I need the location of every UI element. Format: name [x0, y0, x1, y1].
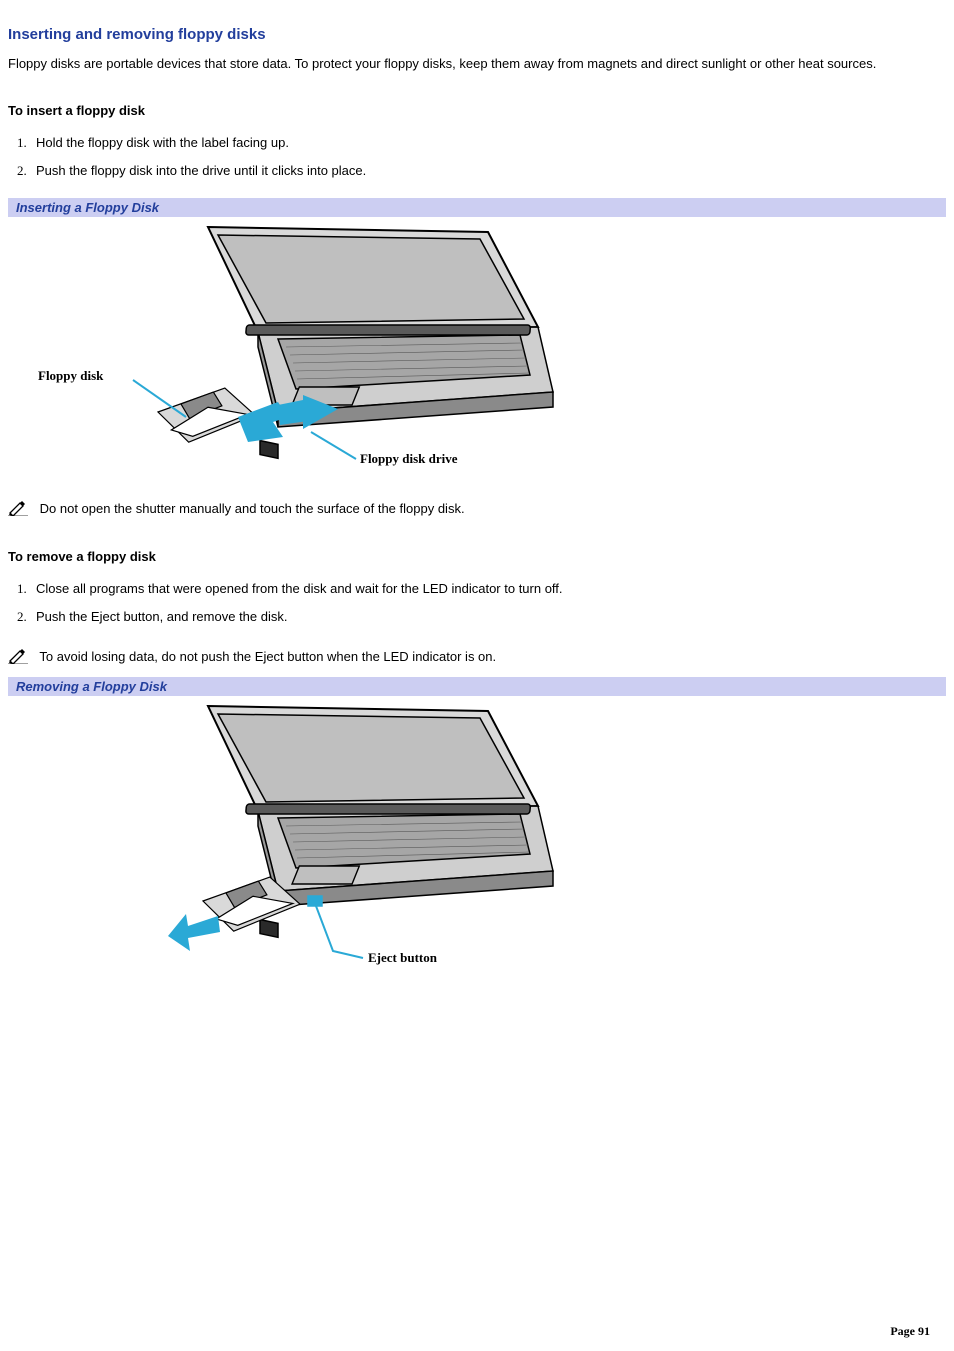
- insert-figure: Floppy disk Floppy disk drive: [8, 217, 946, 472]
- remove-note-text: To avoid losing data, do not push the Ej…: [39, 648, 496, 663]
- remove-step-2: Push the Eject button, and remove the di…: [30, 606, 946, 634]
- intro-paragraph: Floppy disks are portable devices that s…: [8, 55, 946, 73]
- insert-note: Do not open the shutter manually and tou…: [8, 500, 946, 519]
- remove-figure-caption: Removing a Floppy Disk: [8, 677, 946, 696]
- remove-step-1: Close all programs that were opened from…: [30, 578, 946, 606]
- page-heading: Inserting and removing floppy disks: [8, 26, 946, 43]
- pencil-note-icon: [8, 648, 30, 667]
- insert-step-1: Hold the floppy disk with the label faci…: [30, 132, 946, 160]
- remove-note: To avoid losing data, do not push the Ej…: [8, 648, 946, 667]
- remove-heading: To remove a floppy disk: [8, 549, 946, 564]
- pencil-note-icon: [8, 500, 30, 519]
- insert-figure-caption: Inserting a Floppy Disk: [8, 198, 946, 217]
- insert-step-2: Push the floppy disk into the drive unti…: [30, 160, 946, 188]
- remove-figure: Eject button: [8, 696, 946, 976]
- insert-heading: To insert a floppy disk: [8, 103, 946, 118]
- fig-label-eject-button: Eject button: [368, 950, 438, 965]
- page-number: Page 91: [890, 1324, 930, 1339]
- remove-steps: Close all programs that were opened from…: [30, 578, 946, 634]
- insert-steps: Hold the floppy disk with the label faci…: [30, 132, 946, 188]
- fig-label-floppy-disk: Floppy disk: [38, 368, 104, 383]
- insert-note-text: Do not open the shutter manually and tou…: [40, 500, 465, 515]
- fig-label-floppy-drive: Floppy disk drive: [360, 451, 458, 466]
